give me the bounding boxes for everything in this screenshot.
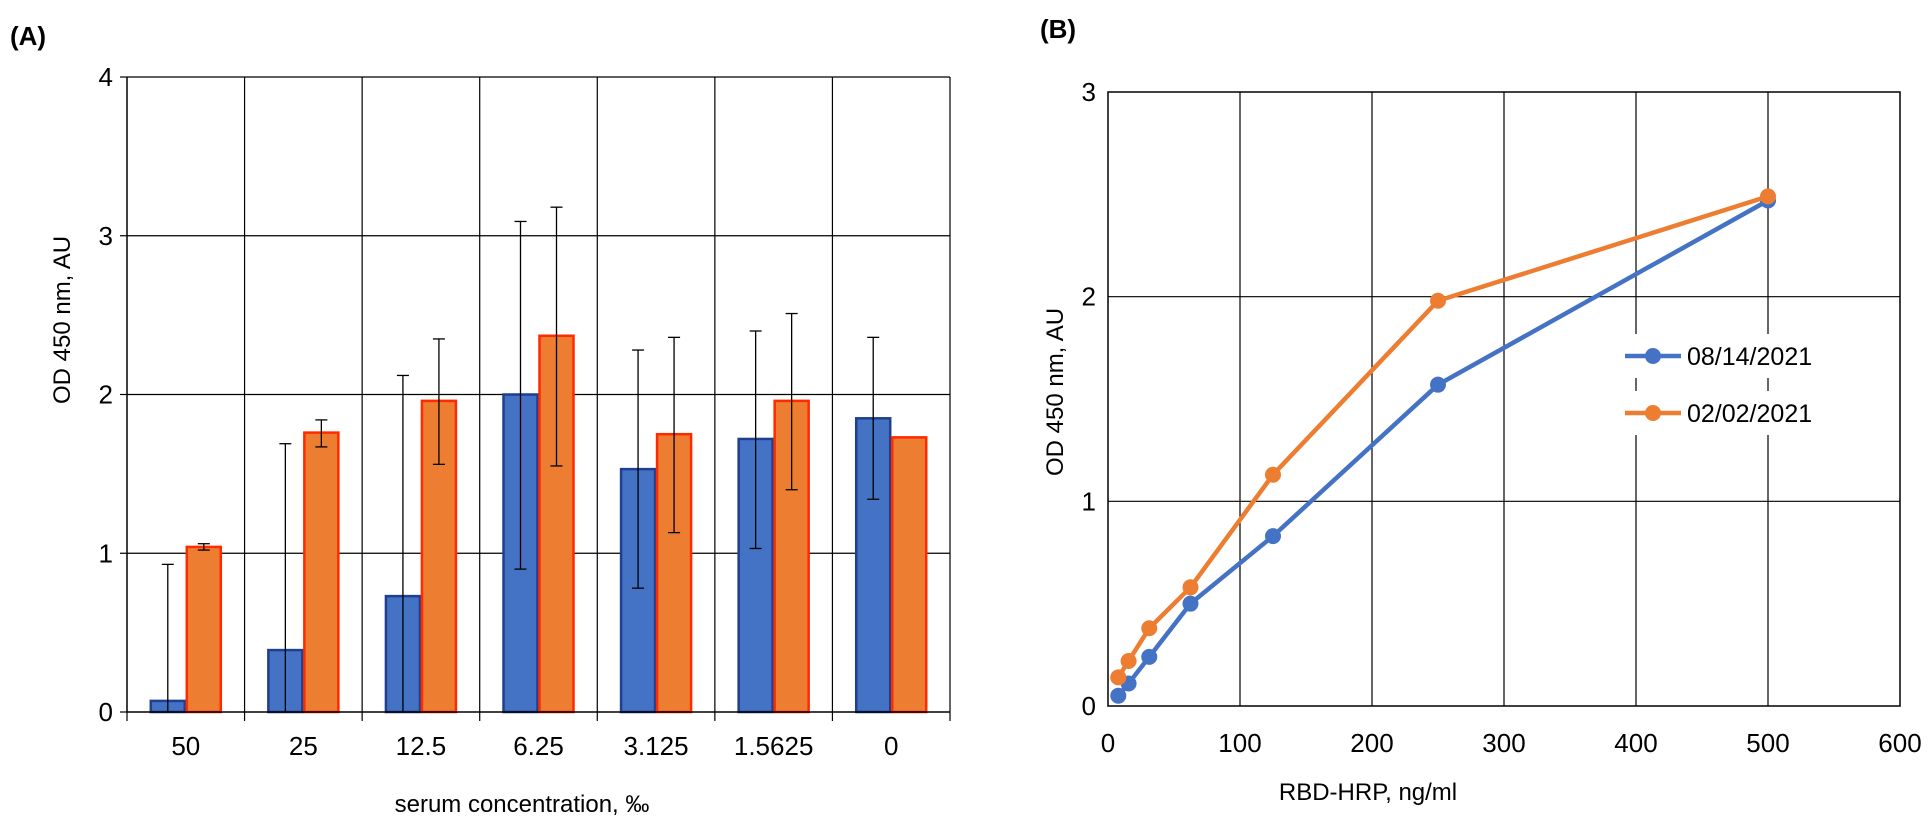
panel-a-y-tick-label: 0 [99, 697, 113, 727]
panel-b-x-tick-label: 100 [1218, 728, 1261, 758]
panel-b-legend: 08/14/2021 02/02/2021 [1617, 334, 1857, 435]
panel-b-data-point [1265, 466, 1281, 483]
panel-b-data-point [1430, 376, 1446, 393]
panel-a-x-tick-label: 50 [171, 731, 200, 761]
panel-b-x-tick-label: 0 [1101, 728, 1115, 758]
panel-a-y-tick-label: 1 [99, 538, 113, 568]
panel-a-bar-orange [890, 436, 928, 714]
panel-a-y-tick-label: 3 [99, 221, 113, 251]
panel-b-y-tick-label: 2 [1082, 282, 1096, 312]
panel-b-x-tick-label: 400 [1614, 728, 1657, 758]
panel-b-series-line [1116, 194, 1769, 679]
panel-b-y-tick-label: 1 [1082, 486, 1096, 516]
panel-a-y-axis-label: OD 450 nm, AU [49, 236, 76, 404]
panel-b-data-point [1110, 687, 1127, 704]
panel-a-x-tick-label: 0 [884, 731, 898, 761]
panel-b-data-point [1141, 620, 1158, 637]
panel-a-x-tick-label: 6.25 [513, 731, 564, 761]
panel-b-data-point [1265, 528, 1281, 545]
panel-b-legend-label: 08/14/2021 [1687, 343, 1812, 371]
panel-b-chart: (B) 0 1 2 3 0 100 200 300 400 500 600 RBD-HRP, ng… [1040, 14, 1922, 806]
panel-b-data-point [1110, 669, 1127, 686]
panel-a-x-tick-label: 1.5625 [734, 731, 814, 761]
panel-b-data-point [1430, 292, 1446, 309]
panel-a-label: (A) [10, 21, 46, 51]
panel-b-data-point [1141, 648, 1158, 665]
panel-a-x-axis-label: serum concentration, ‰ [395, 791, 650, 818]
panel-b-x-axis-label: RBD-HRP, ng/ml [1279, 779, 1457, 806]
panel-b-y-axis-label: OD 450 nm, AU [1042, 308, 1069, 476]
panel-b-series-line [1116, 198, 1770, 698]
panel-a-x-tick-label: 3.125 [624, 731, 689, 761]
panel-b-data-point [1760, 188, 1776, 205]
panel-b-legend-swatch-marker [1645, 348, 1661, 364]
panel-a-y-tick-label: 4 [99, 62, 113, 92]
panel-b-y-tick-label: 3 [1082, 77, 1096, 107]
panel-b-x-tick-label: 300 [1482, 728, 1525, 758]
panel-b-x-tick-label: 200 [1350, 728, 1393, 758]
panel-a-x-tick-label: 25 [289, 731, 318, 761]
panel-b-y-tick-label: 0 [1082, 691, 1096, 721]
panel-a-bar-orange [185, 545, 223, 714]
panel-b-x-tick-label: 500 [1746, 728, 1789, 758]
panel-b-legend-label: 02/02/2021 [1687, 400, 1812, 428]
panel-b-legend-swatch-marker [1645, 405, 1661, 421]
panel-b-data-point [1182, 595, 1199, 612]
panel-a-chart: (A) 0 1 2 3 4 50 25 12.5 6.25 3.125 1.5625 0 serum… [10, 21, 951, 818]
panel-b-label: (B) [1040, 14, 1076, 44]
panel-b-data-point [1182, 579, 1199, 596]
panel-a-y-tick-label: 2 [99, 380, 113, 410]
panel-b-x-tick-label: 600 [1878, 728, 1921, 758]
panel-b-data-point [1120, 652, 1137, 669]
panel-a-x-tick-label: 12.5 [396, 731, 447, 761]
panel-a-bar-orange [303, 431, 340, 714]
